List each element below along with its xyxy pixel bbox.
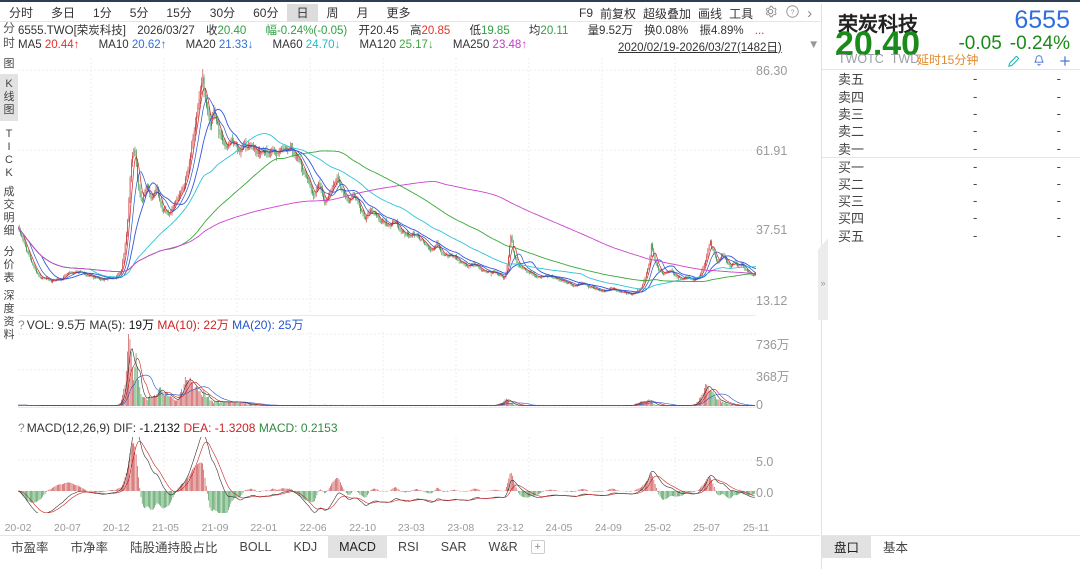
svg-text:?: ? [791,8,795,16]
